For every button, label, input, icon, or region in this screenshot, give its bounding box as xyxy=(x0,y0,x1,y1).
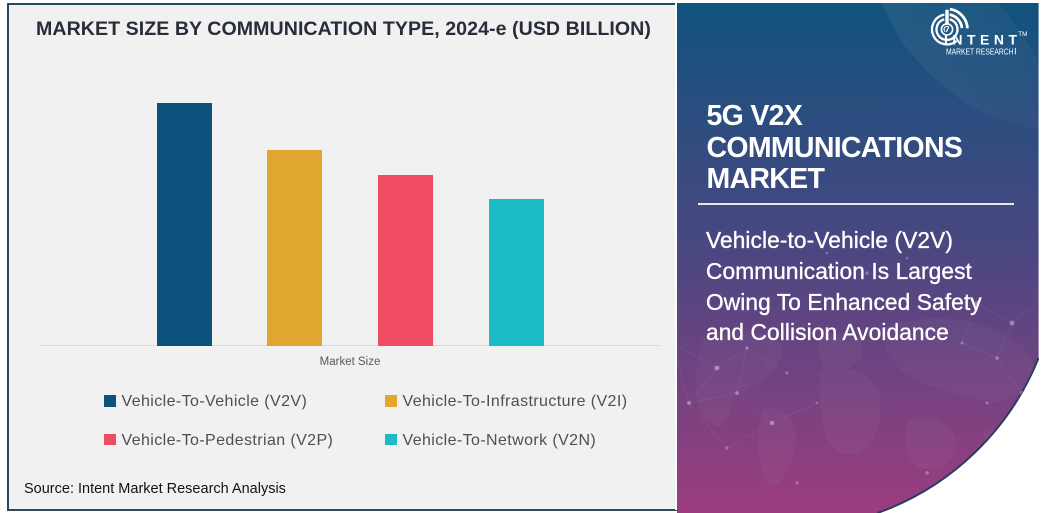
svg-text:MARKET RESEARCH: MARKET RESEARCH xyxy=(946,46,1014,56)
svg-text:INTENT: INTENT xyxy=(944,32,1022,48)
svg-text:TM: TM xyxy=(1018,31,1027,38)
